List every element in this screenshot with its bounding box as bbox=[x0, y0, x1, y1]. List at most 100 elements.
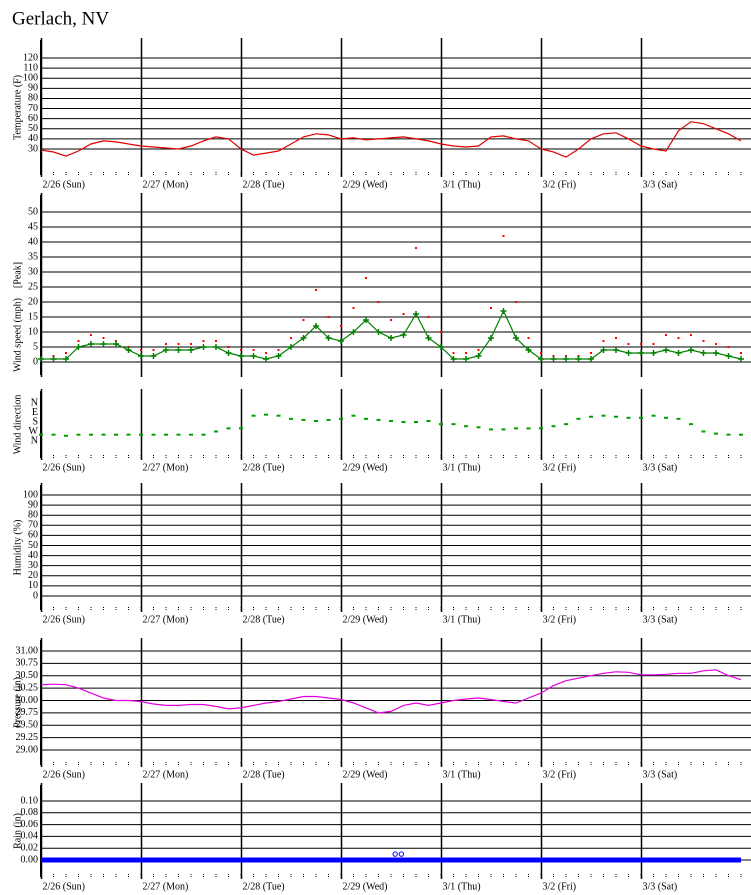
y-tick-label: 50 bbox=[28, 123, 38, 134]
point bbox=[252, 349, 255, 352]
x-tick-label: 3/2 (Fri) bbox=[543, 179, 577, 190]
y-tick-label: 0.04 bbox=[21, 831, 39, 842]
y-tick-label: 0.08 bbox=[21, 807, 39, 818]
x-tick-label: 3/1 (Thu) bbox=[443, 769, 481, 780]
x-tick-label: 3/3 (Sat) bbox=[643, 179, 678, 190]
y-tick-label: 0 bbox=[33, 356, 38, 367]
point bbox=[740, 352, 742, 355]
y-tick-label: 30.25 bbox=[16, 682, 39, 693]
point bbox=[650, 350, 657, 357]
y-tick-label: 29.00 bbox=[16, 744, 39, 755]
y-tick-label: W bbox=[29, 426, 39, 437]
point bbox=[65, 352, 67, 355]
point bbox=[338, 338, 344, 345]
y-axis-label: Humidity (%) bbox=[12, 520, 23, 576]
point bbox=[700, 350, 707, 357]
point bbox=[527, 337, 530, 340]
point bbox=[64, 434, 68, 437]
y-tick-label: S bbox=[32, 416, 38, 427]
point bbox=[451, 423, 456, 426]
y-tick-label: 70 bbox=[28, 520, 38, 531]
y-tick-label: 40 bbox=[28, 236, 38, 247]
point bbox=[201, 433, 206, 436]
legend-label: [Peak] bbox=[12, 262, 23, 288]
y-tick-label: 40 bbox=[28, 133, 38, 144]
y-tick-label: 30.75 bbox=[16, 658, 39, 669]
point bbox=[339, 417, 343, 420]
x-tick-label: 3/1 (Thu) bbox=[443, 462, 481, 473]
point bbox=[426, 419, 431, 422]
point bbox=[227, 346, 230, 349]
x-tick-label: 3/3 (Sat) bbox=[643, 614, 678, 625]
point bbox=[600, 347, 607, 354]
point bbox=[663, 347, 669, 354]
point bbox=[602, 340, 605, 343]
point bbox=[440, 331, 442, 334]
y-tick-label: 60 bbox=[28, 113, 38, 124]
point bbox=[375, 329, 382, 336]
y-tick-label: 45 bbox=[28, 221, 38, 232]
y-tick-label: 29.75 bbox=[16, 707, 39, 718]
point bbox=[514, 427, 518, 430]
x-tick-label: 2/26 (Sun) bbox=[43, 769, 86, 780]
point bbox=[315, 289, 317, 292]
point bbox=[275, 353, 282, 360]
point bbox=[327, 316, 330, 319]
y-tick-label: 35 bbox=[28, 251, 38, 262]
point bbox=[302, 319, 305, 322]
point bbox=[288, 344, 294, 351]
point bbox=[389, 419, 393, 422]
x-tick-label: 3/1 (Thu) bbox=[443, 179, 481, 190]
y-tick-label: 40 bbox=[28, 550, 38, 561]
point bbox=[238, 353, 244, 360]
y-tick-label: 25 bbox=[28, 281, 38, 292]
y-tick-label: 100 bbox=[23, 489, 38, 500]
point bbox=[615, 337, 617, 340]
point bbox=[100, 341, 107, 348]
point bbox=[125, 347, 132, 354]
y-tick-label: 90 bbox=[28, 499, 38, 510]
point bbox=[102, 337, 105, 340]
x-tick-label: 2/27 (Mon) bbox=[143, 614, 189, 625]
y-tick-label: 5 bbox=[33, 341, 38, 352]
point bbox=[139, 433, 143, 436]
y-tick-label: 0.06 bbox=[21, 819, 39, 830]
x-tick-label: 3/3 (Sat) bbox=[643, 462, 678, 473]
point bbox=[314, 419, 318, 422]
x-tick-label: 2/27 (Mon) bbox=[143, 179, 189, 190]
point bbox=[639, 416, 643, 419]
point bbox=[614, 415, 618, 418]
point bbox=[39, 433, 43, 436]
x-tick-label: 3/3 (Sat) bbox=[643, 881, 678, 892]
point bbox=[651, 414, 656, 417]
point bbox=[427, 316, 430, 319]
point bbox=[400, 332, 407, 339]
y-tick-label: N bbox=[31, 397, 38, 408]
point bbox=[90, 334, 92, 337]
point bbox=[313, 323, 319, 330]
point bbox=[488, 335, 494, 342]
point bbox=[515, 301, 517, 304]
point bbox=[226, 427, 231, 430]
point bbox=[377, 301, 380, 304]
point bbox=[200, 344, 207, 351]
x-tick-label: 2/26 (Sun) bbox=[43, 462, 86, 473]
point bbox=[450, 356, 457, 363]
point bbox=[725, 353, 732, 360]
y-tick-label: 80 bbox=[28, 93, 38, 104]
y-tick-label: 60 bbox=[28, 530, 38, 541]
point bbox=[665, 334, 667, 337]
y-tick-label: 90 bbox=[28, 83, 38, 94]
y-tick-label: 29.50 bbox=[16, 720, 39, 731]
x-tick-label: 2/28 (Tue) bbox=[243, 179, 285, 190]
point bbox=[625, 350, 632, 357]
point bbox=[675, 350, 682, 357]
point bbox=[489, 428, 493, 431]
point bbox=[652, 343, 655, 346]
point bbox=[240, 349, 242, 352]
point bbox=[589, 415, 593, 418]
point bbox=[413, 311, 419, 318]
point bbox=[439, 423, 443, 426]
point bbox=[526, 427, 531, 430]
